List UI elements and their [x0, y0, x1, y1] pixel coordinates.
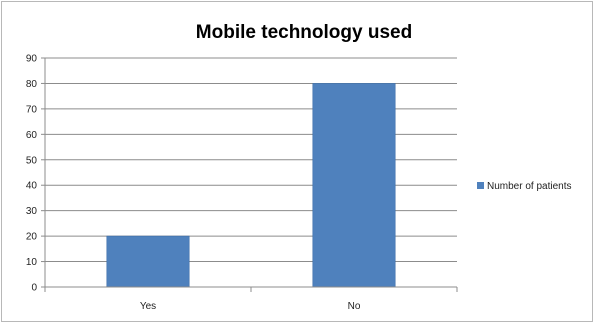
x-tick-label: Yes	[140, 301, 156, 312]
y-axis: 0 10 20 30 40 50 60 70 80 90	[26, 54, 46, 294]
bar-yes	[106, 235, 190, 288]
bars	[106, 83, 396, 288]
y-tick-label: 70	[26, 104, 38, 115]
y-tick-label: 10	[26, 257, 38, 268]
y-tick-label: 40	[26, 181, 38, 192]
y-tick-label: 50	[26, 155, 38, 166]
bar-no	[312, 83, 396, 288]
legend: Number of patients	[477, 181, 572, 192]
y-tick-label: 30	[26, 206, 38, 217]
legend-swatch	[477, 182, 484, 189]
x-tick-label: No	[348, 301, 361, 312]
x-axis: Yes No	[44, 286, 458, 312]
y-tick-label: 90	[26, 54, 38, 65]
y-tick-label: 80	[26, 79, 38, 90]
y-tick-label: 60	[26, 130, 38, 141]
chart-title: Mobile technology used	[196, 22, 412, 43]
y-tick-label: 0	[31, 283, 37, 294]
y-tick-label: 20	[26, 232, 38, 243]
legend-label: Number of patients	[487, 181, 572, 192]
